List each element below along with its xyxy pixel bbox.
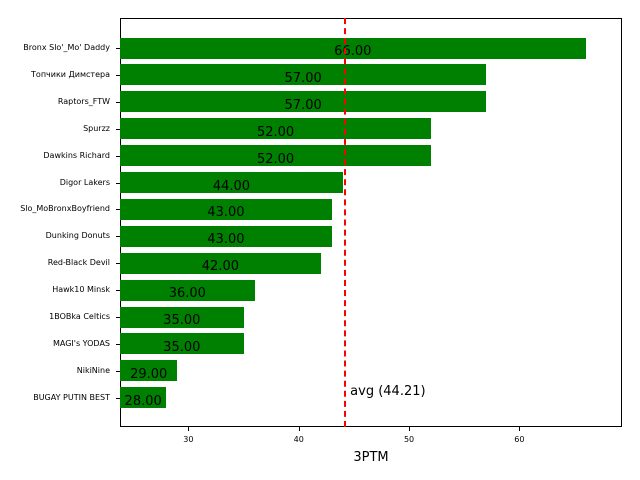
bar xyxy=(120,145,432,167)
bar xyxy=(120,279,255,301)
x-tick xyxy=(298,427,300,431)
bar-value-label: 66.00 xyxy=(334,44,372,59)
y-tick-label: Hawk10 Minsk xyxy=(52,285,110,295)
y-tick xyxy=(116,236,120,238)
y-tick-label: Bronx Slo'_Mo' Daddy xyxy=(23,43,110,52)
bar xyxy=(120,225,332,247)
y-tick xyxy=(116,182,120,184)
y-tick xyxy=(116,317,120,318)
bar xyxy=(120,64,487,86)
y-tick-label: Raptors_FTW xyxy=(57,96,110,106)
bar xyxy=(120,387,167,409)
y-tick-label: BUGAY PUTIN BEST xyxy=(33,392,110,402)
x-tick-label: 50 xyxy=(403,435,415,444)
bar-value-label: 43.00 xyxy=(207,205,245,221)
bar xyxy=(120,37,586,59)
y-tick-label: NikiNine xyxy=(76,365,110,375)
plot-area xyxy=(120,18,622,427)
y-tick-label: Dunking Donuts xyxy=(45,231,110,241)
bar-value-label: 44.00 xyxy=(212,178,251,194)
average-label: avg (44.21) xyxy=(350,384,426,399)
bar xyxy=(120,118,432,140)
y-tick xyxy=(116,128,120,130)
y-tick-label: Red-Black Devil xyxy=(47,258,110,268)
bar-value-label: 57.00 xyxy=(284,97,322,113)
y-tick-label: MAGI's YODAS xyxy=(52,338,110,348)
bar-value-label: 35.00 xyxy=(163,339,201,355)
bar-value-label: 28.00 xyxy=(124,393,162,409)
y-tick-label: Dawkins Richard xyxy=(43,150,110,160)
bar xyxy=(120,360,178,382)
y-tick xyxy=(116,263,120,265)
bar xyxy=(120,198,332,220)
bar xyxy=(120,172,343,193)
y-tick-label: 1BOBka Celtics xyxy=(49,312,110,321)
bar xyxy=(120,252,321,274)
bar-value-label: 42.00 xyxy=(201,259,239,275)
bar-value-label: 36.00 xyxy=(168,286,206,302)
bar-value-label: 57.00 xyxy=(284,70,322,86)
x-tick-label: 40 xyxy=(293,435,304,444)
y-tick xyxy=(116,74,120,76)
x-tick xyxy=(188,427,190,431)
bar xyxy=(120,333,244,355)
y-tick-label: Digor Lakers xyxy=(59,177,110,187)
y-tick xyxy=(116,48,120,49)
y-tick xyxy=(116,209,120,211)
bar-value-label: 35.00 xyxy=(163,313,201,328)
y-tick xyxy=(116,101,120,103)
y-tick xyxy=(116,155,120,157)
x-tick xyxy=(409,427,411,431)
bar-value-label: 52.00 xyxy=(256,124,295,140)
y-tick xyxy=(116,290,120,292)
bar xyxy=(120,91,487,113)
y-tick xyxy=(116,370,120,372)
bar-value-label: 29.00 xyxy=(130,366,168,382)
y-tick-label: Spurzz xyxy=(83,123,110,133)
y-tick-label: Топчики Димстера xyxy=(31,69,110,79)
y-tick xyxy=(116,343,120,345)
x-tick xyxy=(519,427,521,431)
x-tick-label: 60 xyxy=(514,435,525,444)
bar xyxy=(120,306,244,328)
average-reference-line xyxy=(344,18,347,427)
bar-value-label: 52.00 xyxy=(256,151,295,167)
y-tick xyxy=(116,397,120,399)
x-tick-label: 30 xyxy=(183,435,194,444)
x-axis-label: 3PTM xyxy=(353,450,389,465)
y-tick-label: Slo_MoBronxBoyfriend xyxy=(20,204,110,214)
bar-value-label: 43.00 xyxy=(207,232,245,248)
